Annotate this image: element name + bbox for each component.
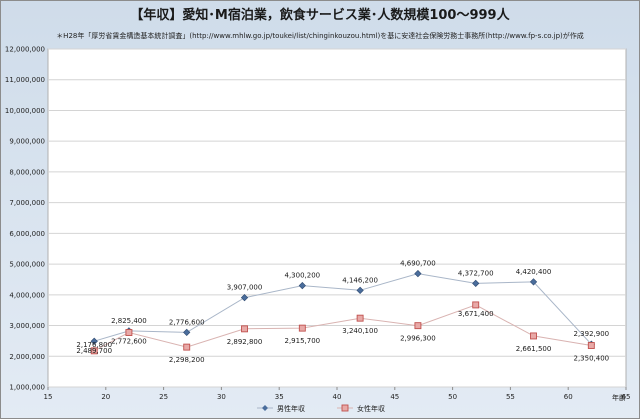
x-tick-label: 40: [333, 393, 342, 401]
male-data-label: 4,690,700: [400, 260, 436, 268]
x-tick-label: 55: [506, 393, 515, 401]
plot-area: [47, 48, 627, 388]
male-data-point: [183, 328, 191, 337]
series-line-male: [94, 273, 592, 345]
male-data-label: 4,146,200: [342, 276, 378, 284]
female-data-point: [587, 342, 595, 349]
chart-title: 【年収】愛知･M宿泊業，飲食サービス業･人数規模100〜999人: [130, 7, 510, 23]
y-tick-label: 3,000,000: [9, 322, 45, 330]
y-tick-label: 12,000,000: [5, 46, 45, 54]
x-tick-label: 45: [390, 393, 399, 401]
y-tick-label: 10,000,000: [5, 107, 45, 115]
y-tick-label: 4,000,000: [9, 291, 45, 299]
female-data-label: 2,892,800: [227, 338, 263, 346]
male-data-label: 4,300,200: [284, 272, 320, 280]
x-tick-label: 60: [564, 393, 573, 401]
female-data-label: 2,915,700: [284, 337, 320, 345]
series-layer: [90, 269, 595, 355]
female-data-point: [125, 329, 133, 336]
x-tick-label: 25: [159, 393, 168, 401]
y-tick-label: 1,000,000: [9, 384, 45, 392]
female-data-point: [356, 314, 364, 322]
male-data-point: [240, 294, 249, 302]
male-data-point: [529, 278, 538, 286]
male-data-point: [356, 286, 364, 294]
legend-label-male: 男性年収: [277, 404, 305, 413]
male-data-label: 2,776,600: [169, 318, 205, 326]
female-data-point: [472, 301, 480, 309]
y-tick-label: 8,000,000: [9, 168, 45, 176]
legend-marker-female: [341, 404, 349, 412]
male-data-point: [90, 337, 98, 345]
male-data-point: [414, 269, 422, 278]
female-data-label: 2,298,200: [169, 356, 205, 364]
male-data-label: 2,489,700: [76, 347, 112, 355]
female-data-point: [414, 322, 422, 330]
female-data-label: 2,176,800: [76, 341, 112, 349]
female-data-label: 2,661,500: [516, 345, 552, 353]
series-line-female: [93, 304, 592, 352]
x-tick-label: 35: [275, 393, 284, 401]
female-data-point: [90, 347, 98, 355]
female-data-label: 3,671,400: [458, 310, 494, 318]
chart-subtitle: ＊H28年「厚労省賃金構造基本統計調査」(http://www.mhlw.go.…: [56, 31, 584, 40]
legend: 男性年収 女性年収: [257, 404, 385, 413]
female-data-label: 2,350,400: [573, 355, 609, 363]
grid-lines: [48, 48, 626, 388]
female-data-point: [241, 325, 248, 333]
female-data-point: [183, 343, 191, 351]
male-data-label: 3,907,000: [227, 284, 263, 292]
y-tick-label: 7,000,000: [9, 199, 45, 207]
y-tick-label: 6,000,000: [9, 230, 45, 238]
female-data-label: 3,240,100: [342, 327, 378, 335]
female-data-point: [530, 332, 537, 340]
female-data-label: 2,772,600: [111, 338, 147, 346]
male-data-label: 4,420,400: [516, 268, 552, 276]
x-tick-label: 50: [448, 393, 457, 401]
male-data-label: 2,392,900: [573, 330, 609, 338]
legend-label-female: 女性年収: [357, 404, 385, 413]
legend-marker-male: [262, 405, 268, 411]
x-tick-label: 15: [44, 393, 53, 401]
male-data-point: [298, 281, 306, 290]
y-tick-label: 9,000,000: [9, 138, 45, 146]
x-tick-label: 65: [622, 393, 631, 401]
x-tick-label: 30: [217, 393, 226, 401]
axes: 1,000,000 2,000,000 3,000,000 4,000,000 5,00…: [5, 46, 631, 402]
female-data-label: 2,996,300: [400, 335, 436, 343]
y-tick-label: 11,000,000: [5, 76, 45, 84]
y-tick-label: 2,000,000: [9, 353, 45, 361]
x-axis-title: 年齢: [612, 393, 626, 402]
male-data-point: [472, 279, 480, 287]
y-tick-label: 5,000,000: [9, 261, 45, 269]
female-data-point: [298, 324, 306, 332]
male-data-label: 2,825,400: [111, 317, 147, 325]
x-tick-label: 20: [101, 393, 110, 401]
male-data-label: 4,372,700: [458, 269, 494, 277]
